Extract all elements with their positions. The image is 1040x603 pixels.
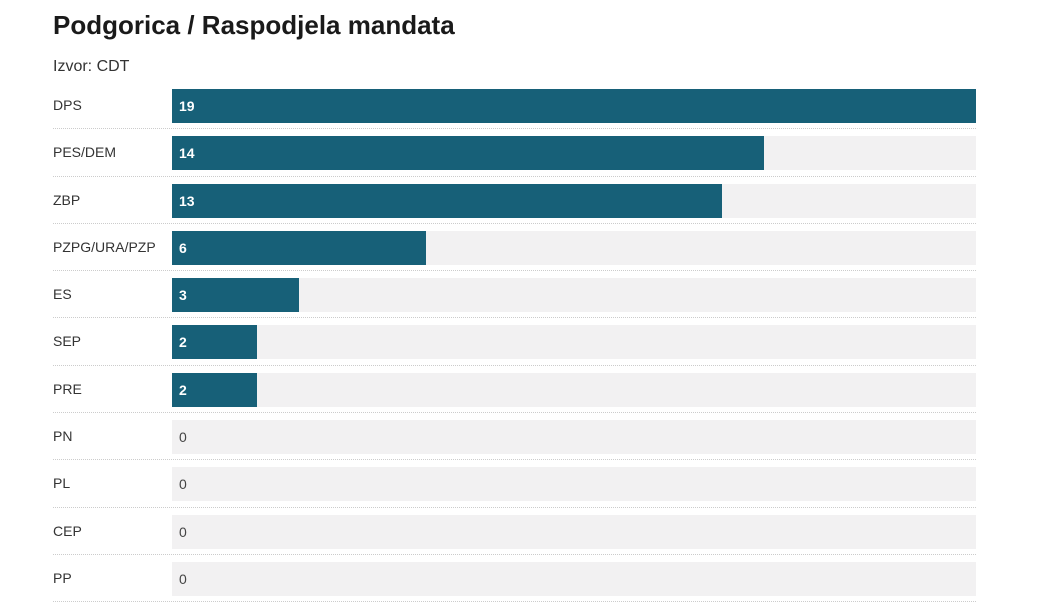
bar-row: PL 0 <box>53 460 976 508</box>
bar <box>172 136 765 171</box>
category-label: SEP <box>53 333 82 350</box>
bar-track: 2 <box>172 325 976 360</box>
chart-source: Izvor: CDT <box>53 58 130 75</box>
bar-row: SEP 2 <box>53 318 976 366</box>
bar-track: 0 <box>172 420 976 455</box>
chart-title: Podgorica / Raspodjela mandata <box>53 10 455 40</box>
data-label: 19 <box>179 98 195 114</box>
bar <box>172 183 723 218</box>
data-label: 2 <box>179 381 187 398</box>
bar-track: 0 <box>172 514 976 549</box>
bar-track: 6 <box>172 230 976 265</box>
data-label: 13 <box>179 192 195 209</box>
bar-track: 0 <box>172 467 976 502</box>
bar-track: 13 <box>172 183 976 218</box>
category-label: ZBP <box>53 191 81 208</box>
bar <box>172 325 257 360</box>
bar-row: PES/DEM 14 <box>53 129 976 177</box>
bar-track: 0 <box>172 561 976 596</box>
category-label: PP <box>53 569 72 586</box>
category-label: PRE <box>53 380 82 397</box>
category-label: PL <box>53 475 71 492</box>
bar-row: CEP 0 <box>53 508 976 555</box>
category-label: PN <box>53 428 73 445</box>
bar-row: PP 0 <box>53 555 976 603</box>
bar-row: PN 0 <box>53 413 976 461</box>
data-label: 0 <box>179 429 187 446</box>
data-label: 0 <box>179 523 187 540</box>
bar-row: PRE 2 <box>53 366 976 414</box>
category-label: ES <box>53 286 72 303</box>
bar <box>172 89 976 123</box>
bar-track: 14 <box>172 136 976 171</box>
data-label: 0 <box>179 570 187 587</box>
bar-track: 3 <box>172 278 976 313</box>
bar-row: DPS 19 <box>53 82 976 130</box>
category-label: DPS <box>53 97 82 113</box>
bar-track: 19 <box>172 89 976 123</box>
bar <box>172 278 299 313</box>
bar-track: 2 <box>172 372 976 407</box>
bar <box>172 230 426 265</box>
data-label: 3 <box>179 287 187 304</box>
category-label: PZPG/URA/PZP <box>53 238 156 255</box>
category-label: CEP <box>53 522 82 539</box>
category-label: PES/DEM <box>53 144 117 161</box>
bar-row: ZBP 13 <box>53 177 976 224</box>
bar-row: PZPG/URA/PZP 6 <box>53 224 976 272</box>
data-label: 2 <box>179 334 187 351</box>
bar-row: ES 3 <box>53 271 976 319</box>
bar-chart: DPS 19 PES/DEM 14 ZBP 13 PZPG/URA/PZP 6 … <box>53 82 976 603</box>
data-label: 6 <box>179 239 187 256</box>
bar <box>172 372 257 407</box>
data-label: 14 <box>179 145 195 162</box>
data-label: 0 <box>179 476 187 493</box>
